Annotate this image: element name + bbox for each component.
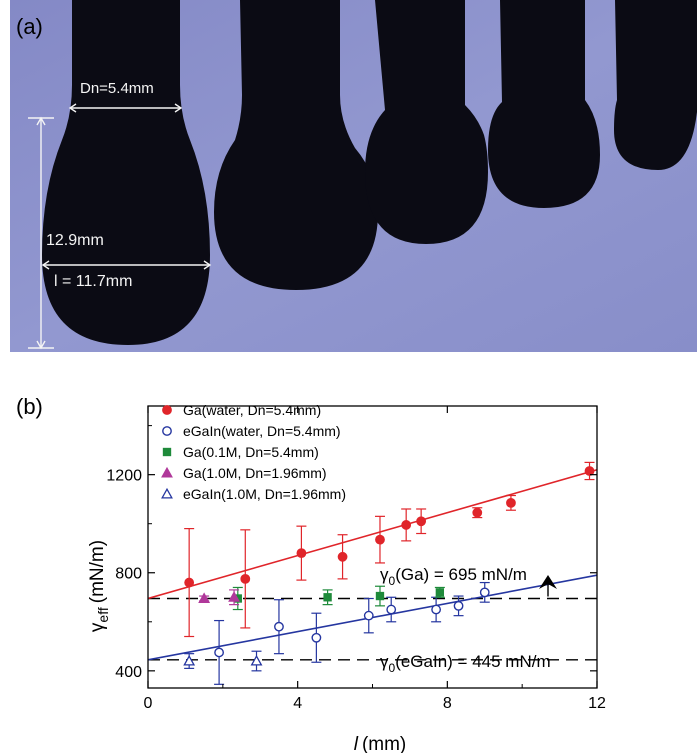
data-point-series-0 [184,577,195,588]
data-point-series-1 [386,604,397,615]
data-point-series-1 [311,632,322,643]
legend-label-2: Ga(0.1M, Dn=5.4mm) [183,444,319,460]
legend-label-1: eGaIn(water, Dn=5.4mm) [183,423,341,439]
x-tick-label: 8 [443,695,452,712]
gamma0-egain-label: γ0(eGaIn) = 445 mN/m [380,652,551,675]
droplet-height-label: 12.9mm [46,232,104,249]
data-point-series-0 [472,507,483,518]
height-arrow-bottom [36,340,46,350]
x-tick-label: 12 [588,695,606,712]
nozzle-arrow-right [174,103,183,113]
legend-marker-0 [162,405,172,415]
droplet-1 [42,0,210,345]
data-point-series-1 [274,621,284,632]
data-point-series-0 [337,551,348,562]
height-arrow-top [36,116,46,126]
data-point-series-1 [479,587,490,598]
data-point-series-1 [363,610,374,621]
data-point-series-3 [198,592,211,604]
data-point-series-2 [375,591,385,601]
width-arrow-left [41,260,50,270]
width-arrow-right [203,260,212,270]
droplet-3 [365,0,488,244]
droplet-5 [614,0,697,170]
surface-tension-chart: (b) 0 4 8 12 400 800 1200 Ga(water, Dn=5.4mm) e… [16,394,606,753]
legend: Ga(water, Dn=5.4mm) eGaIn(water, Dn=5.4mm… [161,402,346,502]
y-tick-label: 800 [115,566,142,583]
data-point-series-4 [183,654,196,666]
droplet-width-label: l = 11.7mm [54,273,132,290]
panel-b-label: (b) [16,394,43,419]
data-point-series-0 [375,534,385,545]
nozzle-diameter-label: Dn=5.4mm [80,80,154,97]
y-axis-label: γeff(mN/m) [87,540,111,632]
plot-area: 0 4 8 12 400 800 1200 [106,405,606,712]
data-point-series-0 [240,573,251,584]
x-axis-label: l (mm) [354,734,407,753]
data-point-series-2 [323,593,332,602]
data-point-series-3 [228,591,240,602]
data-point-series-0 [296,548,307,559]
y-tick-label: 400 [115,664,142,681]
nozzle-arrow-left [68,103,77,113]
panel-a-label: (a) [16,14,43,39]
data-point-series-0 [584,466,595,476]
data-point-series-1 [431,604,442,615]
data-point-series-0 [401,520,412,530]
data-point-series-0 [506,497,516,508]
legend-marker-2 [162,447,172,457]
fit-line-0 [148,468,597,600]
data-point-series-0 [416,516,427,527]
x-tick-label: 4 [293,695,302,712]
legend-marker-4 [161,487,173,499]
data-point-series-4 [250,654,263,666]
legend-marker-1 [162,426,172,436]
legend-label-4: eGaIn(1.0M, Dn=1.96mm) [183,486,346,502]
droplet-2 [214,0,378,290]
droplet-4 [488,0,600,208]
data-point-series-1 [453,600,464,611]
droplet-photo: (a) Dn=5.4mm 12.9mm l = 11.7mm [10,0,697,352]
legend-label-3: Ga(1.0M, Dn=1.96mm) [183,465,327,481]
data-point-series-2 [435,588,445,597]
legend-label-0: Ga(water, Dn=5.4mm) [183,402,321,418]
x-tick-label: 0 [144,695,153,712]
y-tick-label: 1200 [106,468,142,485]
data-point-series-1 [214,647,224,658]
legend-marker-3 [161,466,173,478]
gamma0-ga-label: γ0(Ga) = 695 mN/m [380,565,527,588]
annotation-arrowhead [539,575,557,589]
